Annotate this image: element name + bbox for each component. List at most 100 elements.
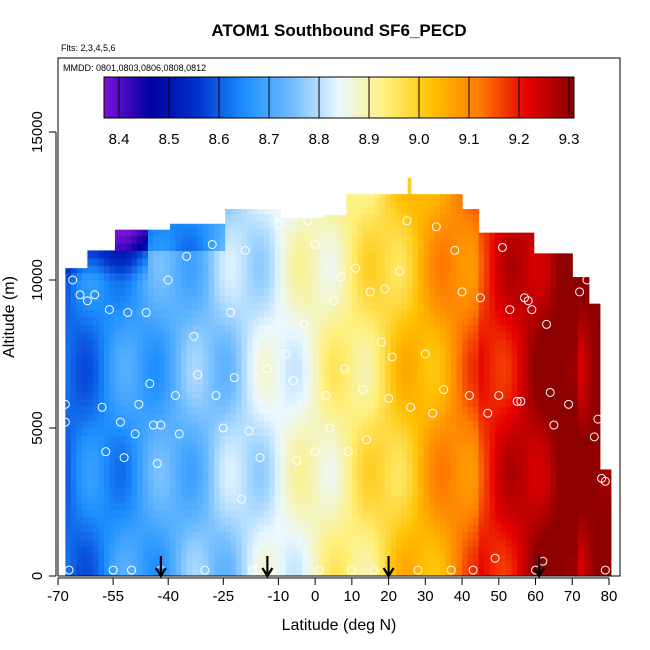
sample-point (542, 319, 552, 329)
heatmap-cell (555, 442, 562, 451)
heatmap-cell (428, 354, 436, 362)
heatmap-cell (70, 391, 77, 399)
heatmap-cell (170, 354, 177, 362)
heatmap-cell (594, 398, 601, 407)
heatmap-cell (351, 280, 358, 288)
heatmap-cell (302, 450, 309, 459)
heatmap-cell (533, 309, 540, 318)
heatmap-cell (164, 368, 171, 377)
heatmap-cell (506, 405, 513, 414)
heatmap-cell (522, 465, 529, 473)
heatmap-cell (203, 487, 210, 496)
heatmap-cell (109, 272, 116, 281)
heatmap-cell (318, 265, 325, 274)
heatmap-cell (577, 472, 584, 481)
heatmap-cell (219, 413, 226, 422)
heatmap-cell (236, 272, 243, 281)
heatmap-cell (263, 457, 270, 466)
heatmap-cell (159, 265, 166, 274)
heatmap-cell (583, 568, 590, 576)
heatmap-cell (390, 235, 397, 244)
heatmap-cell (219, 531, 226, 540)
heatmap-cell (296, 405, 303, 414)
heatmap-cell (225, 420, 232, 429)
heatmap-cell (539, 413, 546, 422)
heatmap-cell (417, 531, 425, 540)
heatmap-cell (484, 287, 491, 296)
heatmap-cell (313, 354, 320, 362)
heatmap-cell (390, 361, 397, 370)
sample-point (420, 349, 430, 359)
heatmap-cell (362, 398, 369, 407)
heatmap-cell (285, 531, 292, 540)
heatmap-cell (247, 509, 254, 518)
heatmap-cell (462, 287, 469, 296)
sample-point (545, 387, 555, 397)
heatmap-cell (440, 280, 447, 288)
sample-point (483, 408, 493, 418)
heatmap-cell (269, 346, 276, 355)
heatmap-cell (511, 398, 518, 407)
heatmap-cell (92, 531, 100, 540)
heatmap-cell (208, 524, 215, 533)
heatmap-cell (456, 354, 463, 362)
heatmap-cell (120, 243, 127, 251)
heatmap-cell (484, 553, 491, 562)
heatmap-cell (533, 354, 540, 362)
heatmap-cell (528, 420, 535, 429)
heatmap-cell (555, 509, 562, 518)
heatmap-cell (462, 317, 469, 325)
heatmap-cell (467, 457, 474, 466)
heatmap-cell (214, 420, 221, 429)
heatmap-cell (451, 339, 458, 348)
heatmap-cell (390, 213, 397, 222)
heatmap-cell (103, 465, 111, 473)
heatmap-cell (120, 391, 127, 399)
heatmap-cell (517, 502, 524, 510)
heatmap-cell (340, 243, 347, 251)
heatmap-cell (241, 509, 248, 518)
heatmap-cell (318, 428, 325, 436)
sample-point (174, 429, 184, 439)
heatmap-cell (384, 317, 392, 325)
heatmap-cell (181, 228, 188, 237)
heatmap-cell (307, 361, 314, 370)
heatmap-cell (120, 235, 127, 244)
heatmap-cell (577, 457, 584, 466)
heatmap-cell (313, 487, 320, 496)
heatmap-cell (456, 472, 463, 481)
heatmap-cell (197, 465, 204, 473)
heatmap-cell (214, 257, 221, 266)
heatmap-cell (147, 457, 155, 466)
heatmap-cell (423, 213, 430, 222)
heatmap-cell (467, 568, 474, 576)
heatmap-cell (203, 354, 210, 362)
heatmap-cell (390, 457, 397, 466)
heatmap-cell (533, 450, 540, 459)
heatmap-cell (599, 524, 606, 533)
heatmap-cell (263, 442, 270, 451)
heatmap-cell (131, 502, 138, 510)
heatmap-cell (583, 302, 590, 311)
sample-point (134, 399, 144, 409)
heatmap-cell (440, 235, 447, 244)
heatmap-cell (594, 361, 601, 370)
heatmap-cell (247, 568, 254, 576)
heatmap-cell (528, 457, 535, 466)
heatmap-cell (445, 531, 452, 540)
heatmap-cell (258, 442, 265, 451)
heatmap-cell (230, 405, 237, 414)
heatmap-cell (147, 472, 155, 481)
heatmap-cell (324, 250, 331, 259)
heatmap-cell (351, 250, 358, 259)
heatmap-cell (65, 317, 72, 325)
heatmap-cell (346, 442, 353, 451)
heatmap-cell (550, 324, 557, 333)
heatmap-cell (412, 376, 419, 385)
heatmap-cell (379, 531, 386, 540)
heatmap-cell (451, 420, 458, 429)
heatmap-cell (346, 435, 353, 444)
heatmap-cell (561, 253, 568, 259)
heatmap-cell (484, 428, 491, 436)
heatmap-cell (296, 354, 303, 362)
